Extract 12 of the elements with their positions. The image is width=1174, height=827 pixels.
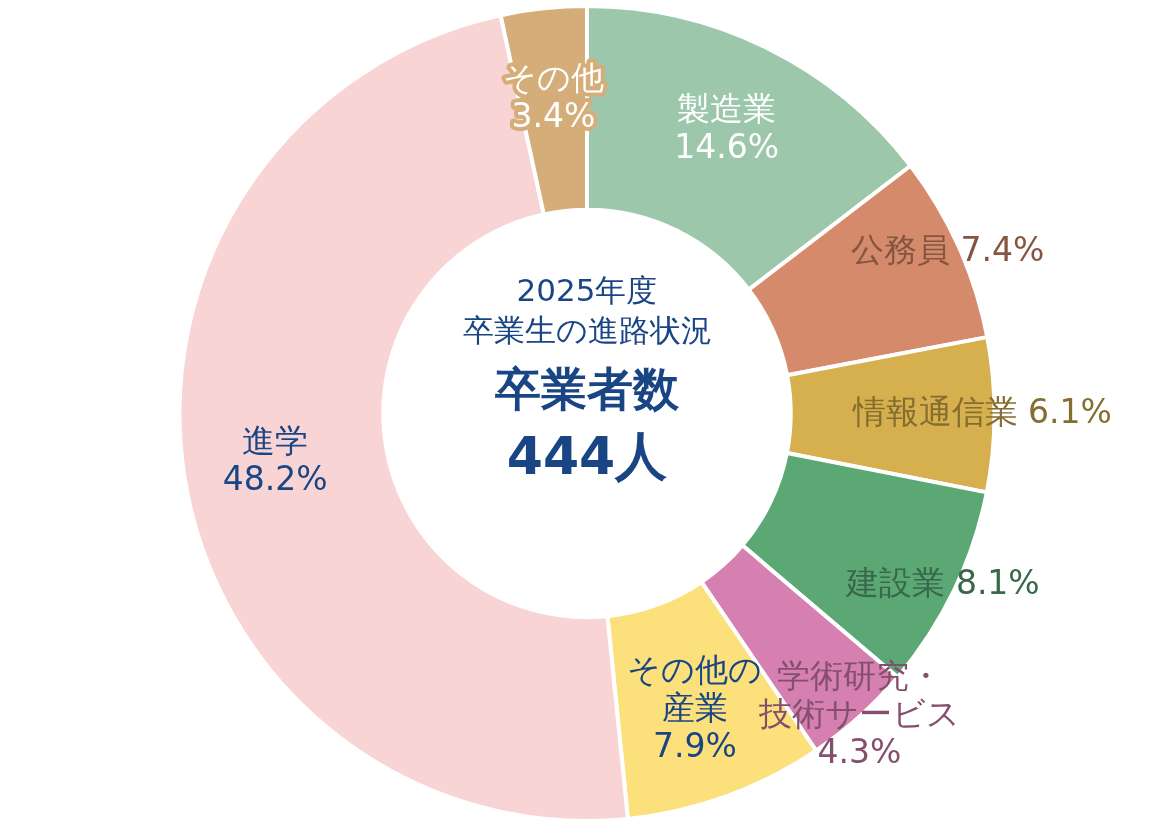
data-label: 7.9% <box>652 725 737 765</box>
slice-label: 進学 <box>242 421 309 461</box>
data-label: 48.2% <box>222 459 328 499</box>
data-label: 4.3% <box>817 732 902 772</box>
slice-label: 製造業 <box>677 89 777 129</box>
text: 2025年度 <box>515 271 659 310</box>
text: 444人 <box>505 425 669 488</box>
slice-label: 公務員 7.4% <box>851 229 1045 269</box>
text: 卒業生の進路状況 <box>461 311 713 350</box>
text: 卒業者数 <box>494 361 680 418</box>
slice-label: 建設業 8.1% <box>845 562 1040 602</box>
data-label: 14.6% <box>674 127 780 167</box>
